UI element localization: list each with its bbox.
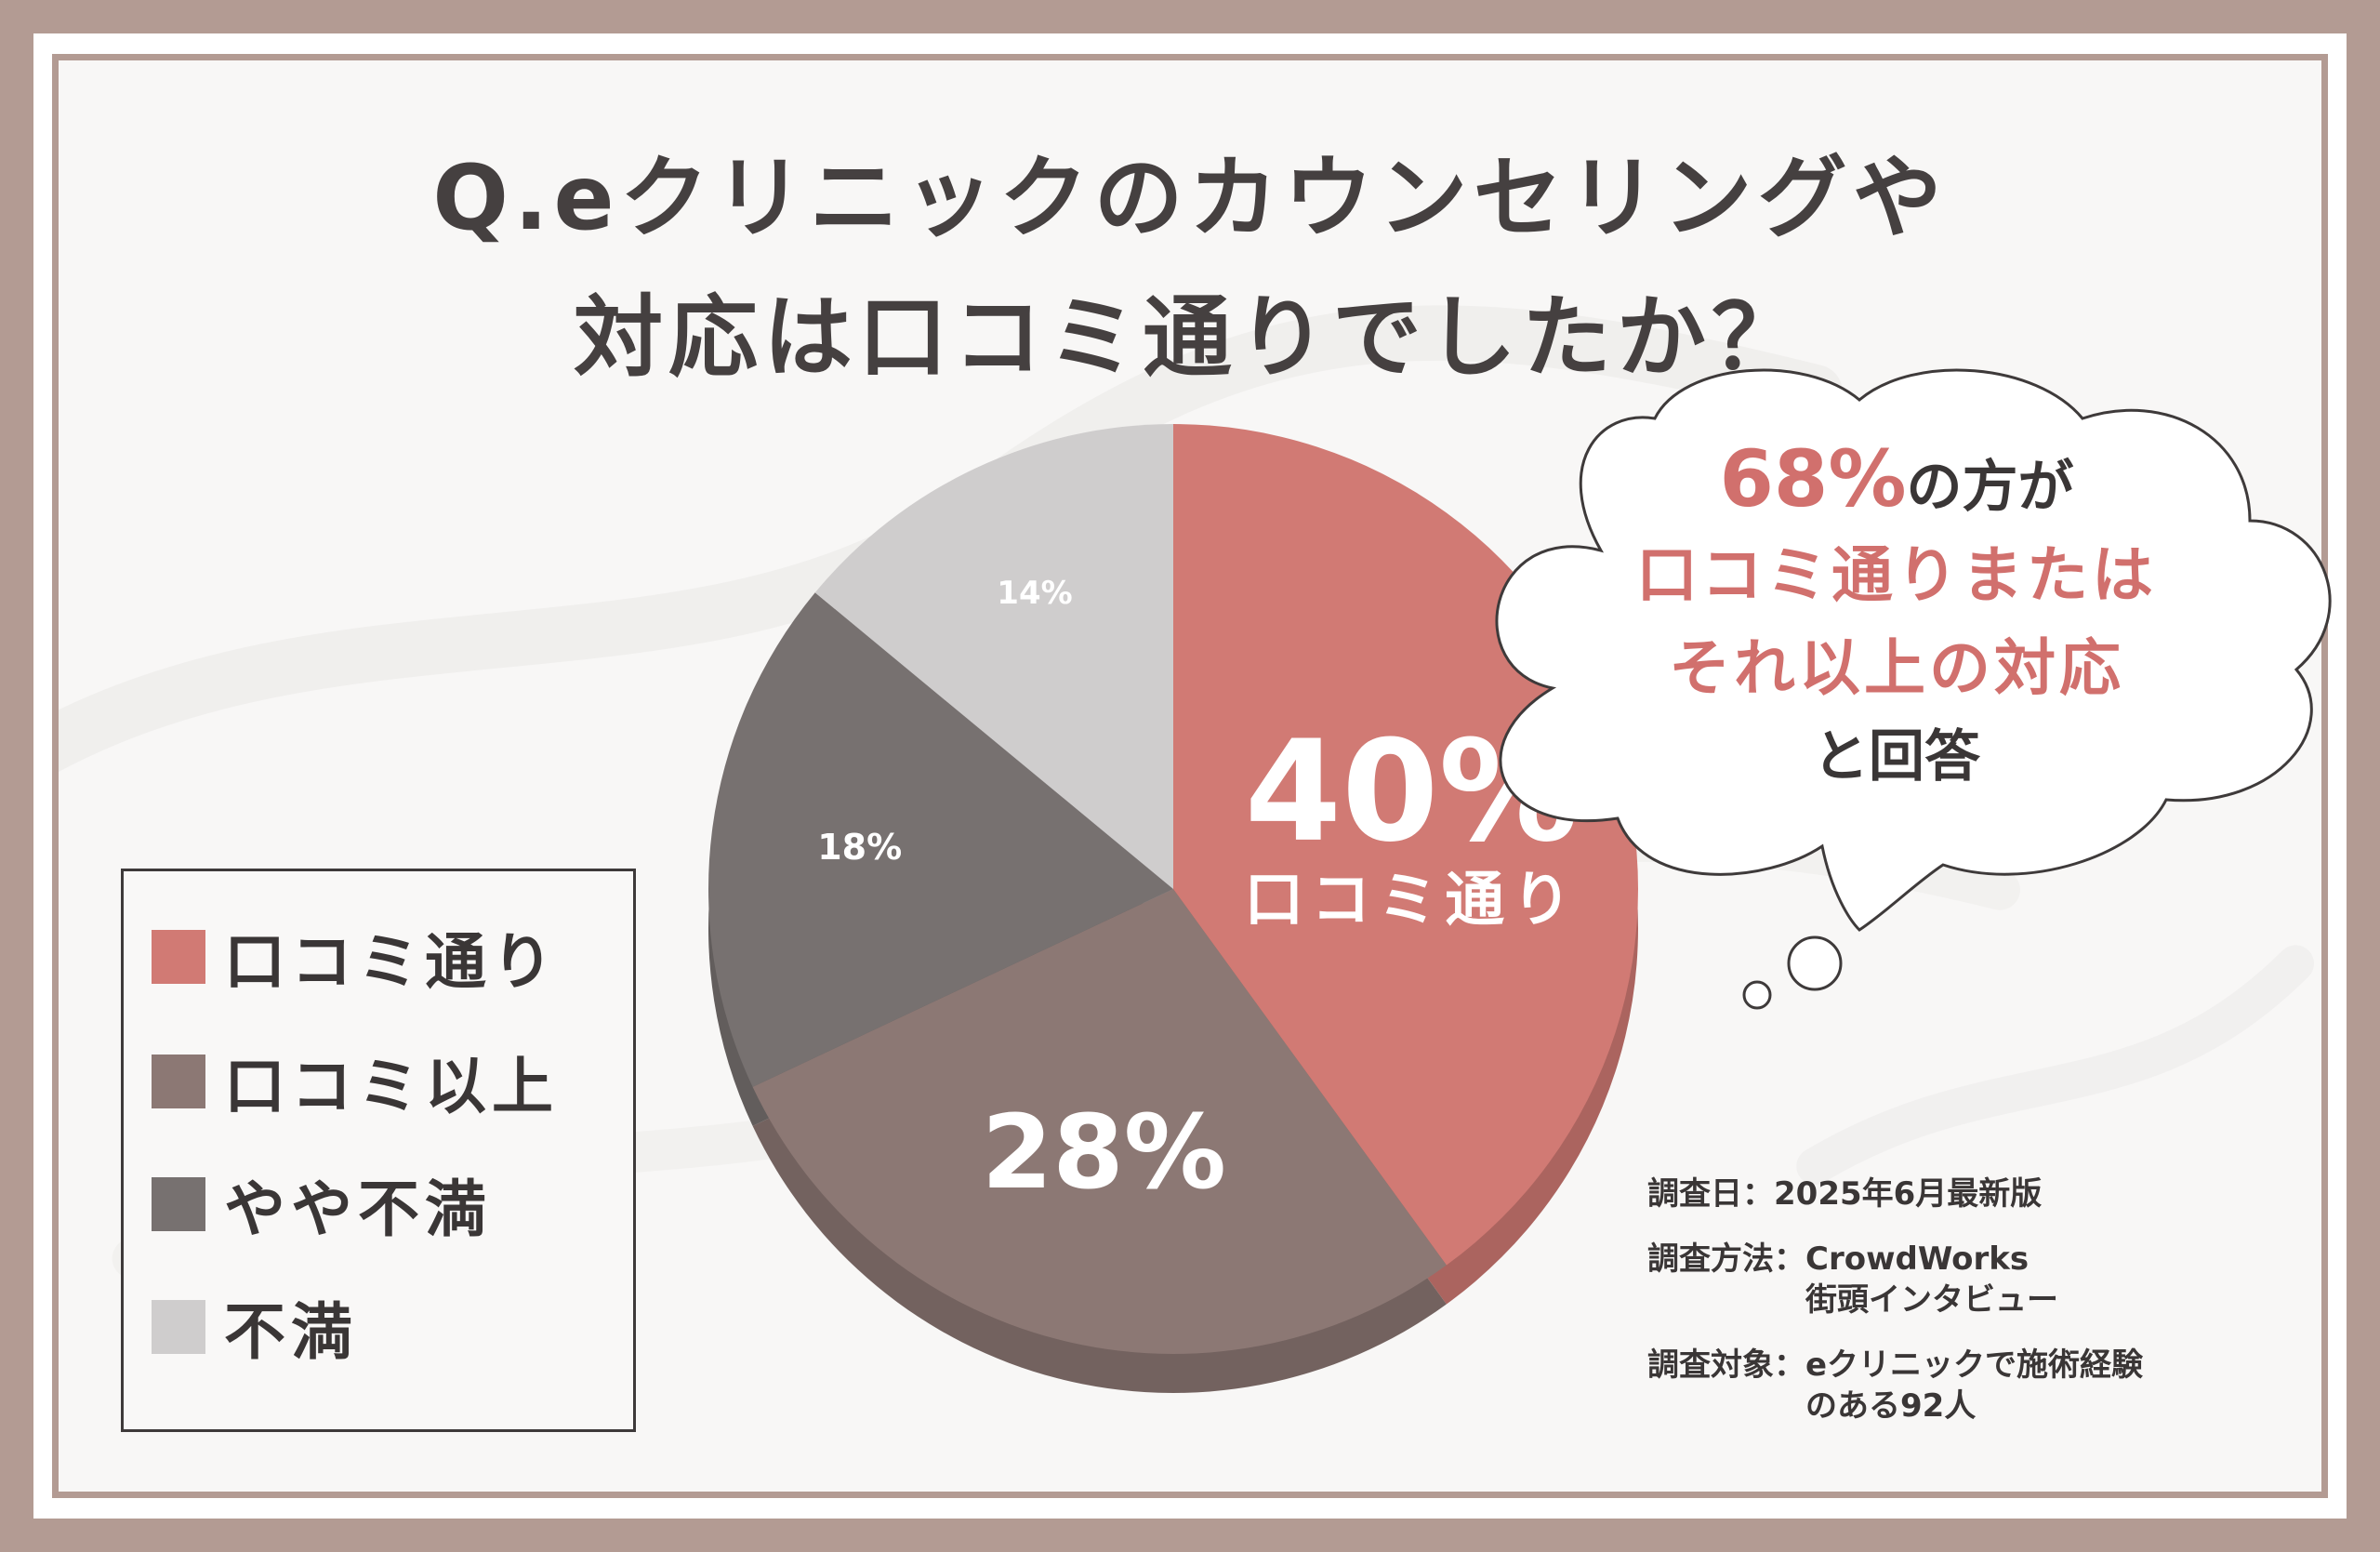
pie-value-label-3: 18% bbox=[817, 827, 902, 868]
survey-key: 調査日： bbox=[1647, 1175, 1774, 1213]
legend-label: やや不満 bbox=[224, 1174, 492, 1245]
survey-row-date: 調査日： 2025年6月最新版 bbox=[1647, 1174, 2298, 1214]
survey-value: eクリニックで施術経験 のある92人 bbox=[1805, 1346, 2144, 1425]
pie-slice-2 bbox=[752, 889, 1447, 1355]
callout-line-1-rest: の方が bbox=[1906, 455, 2074, 520]
legend-label: 不満 bbox=[224, 1296, 358, 1368]
pie-center-label: 口コミ通り bbox=[1244, 866, 1579, 935]
legend-item-yaya-fuman: やや不満 bbox=[152, 1167, 492, 1245]
pie-value-label-4: 14% bbox=[997, 575, 1072, 612]
survey-row-target: 調査対象： eクリニックで施術経験 のある92人 bbox=[1647, 1345, 2298, 1426]
legend-item-fuman: 不満 bbox=[152, 1290, 358, 1368]
survey-info: 調査日： 2025年6月最新版 調査方法： CrowdWorks 街頭インタビュ… bbox=[1647, 1174, 2298, 1451]
callout-text: 68%の方が 口コミ通りまたは それ以上の対応 と回答 bbox=[1478, 437, 2315, 799]
callout-line-2: 口コミ通りまたは bbox=[1636, 539, 2157, 611]
pie-slice-4 bbox=[814, 424, 1173, 889]
legend-swatch bbox=[152, 1177, 205, 1231]
legend: 口コミ通り 口コミ以上 やや不満 不満 bbox=[121, 869, 636, 1432]
legend-swatch bbox=[152, 1055, 205, 1108]
pie-slice-3 bbox=[708, 592, 1173, 1087]
callout-percent: 68% bbox=[1719, 433, 1907, 524]
legend-label: 口コミ以上 bbox=[224, 1051, 559, 1122]
survey-key: 調査対象： bbox=[1647, 1346, 1805, 1384]
survey-key: 調査方法： bbox=[1647, 1240, 1805, 1278]
survey-value: 2025年6月最新版 bbox=[1774, 1175, 2043, 1213]
title-line-1: Q.eクリニックのカウンセリングや bbox=[432, 146, 1948, 250]
survey-row-method: 調査方法： CrowdWorks 街頭インタビュー bbox=[1647, 1239, 2298, 1320]
callout-line-1: 68%の方が bbox=[1478, 437, 2315, 529]
legend-label: 口コミ通り bbox=[224, 926, 559, 998]
legend-swatch bbox=[152, 1300, 205, 1354]
legend-swatch bbox=[152, 930, 205, 984]
legend-item-kuchikomi-doori: 口コミ通り bbox=[152, 920, 559, 998]
callout-line-4: と回答 bbox=[1813, 724, 1980, 789]
pie-value-label-2: 28% bbox=[982, 1093, 1226, 1212]
legend-item-kuchikomi-ijou: 口コミ以上 bbox=[152, 1044, 559, 1122]
survey-value: CrowdWorks 街頭インタビュー bbox=[1805, 1240, 2058, 1319]
callout-line-3: それ以上の対応 bbox=[1669, 632, 2124, 704]
